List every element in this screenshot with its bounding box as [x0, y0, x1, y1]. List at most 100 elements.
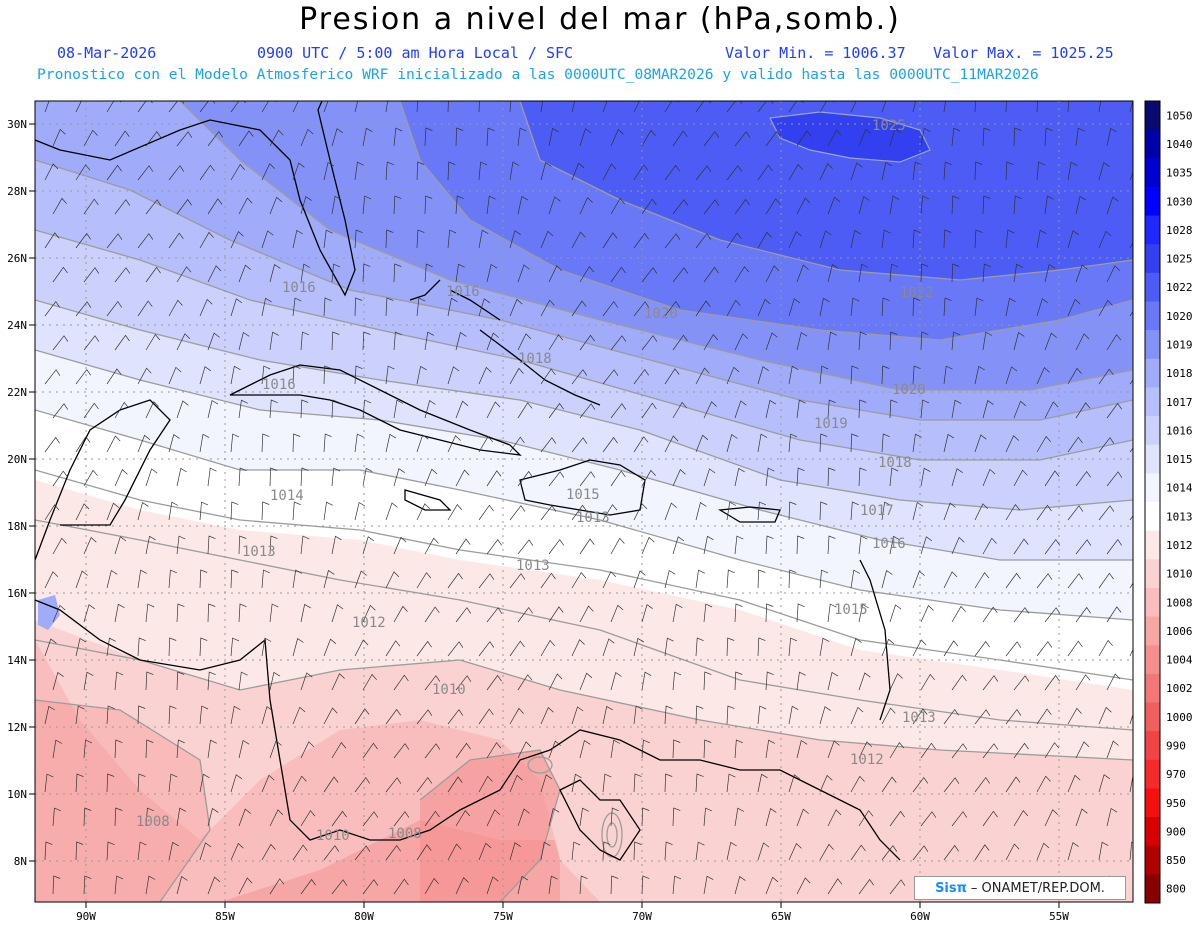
- wind-barb: [641, 402, 657, 419]
- wind-barb: [362, 811, 379, 827]
- wind-barb: [850, 229, 861, 249]
- lon-label: 90W: [76, 910, 96, 923]
- wind-barb: [269, 535, 278, 555]
- wind-barb: [517, 470, 533, 487]
- wind-barb: [362, 467, 373, 487]
- wind-barb: [540, 639, 555, 657]
- wind-barb: [393, 331, 402, 351]
- wind-barb: [633, 637, 645, 657]
- colorbar-label: 1010: [1166, 568, 1193, 581]
- wind-barb: [424, 537, 439, 555]
- wind-barb: [641, 267, 658, 283]
- wind-barb: [1044, 539, 1061, 555]
- wind-barb: [982, 675, 999, 691]
- wind-barb: [579, 197, 593, 215]
- wind-barb: [261, 101, 277, 113]
- wind-barb: [664, 705, 673, 725]
- wind-barb: [1044, 195, 1054, 215]
- wind-barb: [168, 232, 184, 249]
- wind-barb: [517, 333, 532, 351]
- wind-barb: [269, 878, 285, 895]
- wind-barb: [850, 162, 863, 181]
- wind-barb: [75, 705, 85, 725]
- wind-barb: [943, 161, 952, 181]
- wind-barb: [331, 263, 341, 283]
- wind-barb: [447, 776, 463, 793]
- wind-barb: [168, 773, 178, 793]
- wind-barb: [796, 264, 809, 283]
- colorbar-swatch: [1145, 759, 1160, 789]
- wind-barb: [517, 607, 533, 623]
- wind-barb: [912, 101, 916, 113]
- wind-barb: [106, 435, 121, 453]
- wind-barb: [1044, 332, 1057, 351]
- wind-barb: [641, 198, 657, 215]
- wind-barb: [424, 743, 441, 759]
- wind-barb: [44, 571, 59, 589]
- wind-barb: [261, 297, 272, 317]
- credit-text: – ONAMET/REP.DOM.: [970, 880, 1105, 896]
- wind-barb: [455, 195, 464, 215]
- wind-barb: [176, 807, 187, 827]
- wind-barb: [517, 808, 530, 827]
- wind-barb: [424, 195, 433, 215]
- wind-barb: [819, 637, 830, 657]
- wind-barb: [796, 399, 806, 419]
- wind-barb: [757, 569, 766, 589]
- wind-barb: [517, 402, 533, 419]
- wind-barb: [881, 776, 897, 793]
- contour-label: 1015: [566, 487, 600, 503]
- wind-barb: [881, 365, 890, 385]
- wind-barb: [137, 434, 151, 453]
- wind-barb: [765, 671, 774, 691]
- wind-barb: [509, 230, 521, 249]
- wind-barb: [664, 637, 674, 657]
- wind-barb: [734, 400, 747, 419]
- wind-barb: [974, 709, 991, 725]
- wind-barb: [478, 161, 488, 181]
- colorbar-swatch: [1145, 673, 1160, 703]
- wind-barb: [478, 641, 495, 657]
- wind-barb: [734, 876, 746, 895]
- wind-barb: [106, 569, 118, 589]
- wind-barb: [354, 433, 364, 453]
- wind-barb: [1067, 230, 1079, 249]
- wind-barb: [261, 637, 272, 657]
- colorbar-swatch: [1145, 559, 1160, 589]
- wind-barb: [920, 673, 935, 691]
- wind-barb: [943, 844, 959, 861]
- colorbar-swatch: [1145, 817, 1160, 847]
- wind-barb: [703, 401, 717, 419]
- wind-barb: [1044, 401, 1059, 419]
- wind-barb: [1044, 607, 1061, 623]
- wind-barb: [1075, 674, 1091, 691]
- wind-barb: [292, 365, 301, 385]
- wind-barb: [1013, 400, 1027, 419]
- wind-barb: [664, 233, 681, 249]
- wind-barb: [540, 162, 552, 181]
- wind-barb: [889, 879, 906, 895]
- wind-barb: [478, 775, 493, 793]
- wind-barb: [509, 842, 521, 861]
- colorbar-swatch: [1145, 616, 1160, 646]
- contour-label: 1018: [878, 455, 912, 471]
- wind-barb: [1044, 809, 1058, 827]
- wind-barb: [881, 845, 898, 861]
- wind-barb: [827, 671, 839, 691]
- colorbar-label: 1004: [1166, 654, 1193, 667]
- wind-barb: [951, 127, 961, 147]
- wind-barb: [393, 536, 407, 555]
- wind-barb: [269, 671, 281, 691]
- wind-barb: [548, 740, 561, 759]
- colorbar-swatch: [1145, 301, 1160, 331]
- wind-barb: [447, 641, 464, 657]
- contour-label: 1015: [834, 602, 868, 618]
- wind-barb: [168, 299, 183, 317]
- wind-barb: [858, 399, 867, 419]
- wind-barb: [726, 366, 740, 385]
- wind-barb: [881, 707, 896, 725]
- wind-barb: [881, 433, 890, 453]
- wind-barb: [602, 773, 612, 793]
- wind-barb: [1098, 706, 1112, 725]
- wind-barb: [1075, 606, 1091, 623]
